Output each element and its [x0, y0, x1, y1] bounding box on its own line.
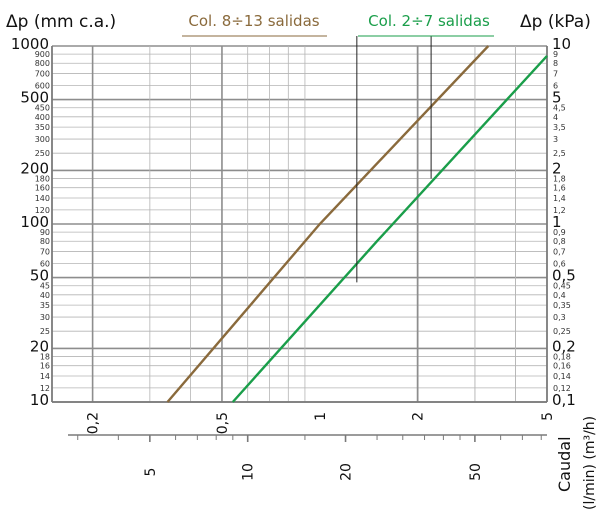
left-tick-label-minor: 250: [35, 149, 50, 158]
right-tick-label-minor: 4,5: [553, 104, 566, 113]
right-tick-label-major: 0,1: [552, 391, 576, 409]
right-tick-label-minor: 0,16: [553, 362, 571, 371]
right-tick-label-minor: 0,18: [553, 353, 571, 362]
plot-frame: [51, 46, 548, 403]
right-tick-label-minor: 0,4: [553, 291, 566, 300]
right-tick-label-minor: 2,5: [553, 149, 566, 158]
left-tick-label-minor: 800: [35, 59, 50, 68]
right-axis: 10 5 2 1 0,5 0,2 0,1 98 7 6 4,543,5 3 2,5 1,81,61,4 1,…: [552, 35, 576, 409]
bottom-axes: 0,2 0,5 1 2 5 5 10 20 50: [68, 412, 556, 481]
left-tick-label-minor: 700: [35, 70, 50, 79]
left-tick-label-minor: 14: [40, 372, 50, 381]
right-tick-label-minor: 4: [553, 113, 558, 122]
x-axis-title: Caudal: [555, 436, 574, 492]
right-tick-label-minor: 1,6: [553, 184, 566, 193]
left-tick-label-minor: 40: [40, 291, 50, 300]
series-lines: [166, 45, 548, 403]
right-tick-label-major: 1: [552, 213, 562, 231]
annotations: [356, 36, 432, 283]
x-tick-label-m3h: 5: [540, 412, 556, 421]
left-tick-label-major: 200: [20, 159, 49, 177]
right-tick-label-minor: 1,4: [553, 194, 566, 203]
left-tick-label-minor: 600: [35, 81, 50, 90]
left-tick-label-minor: 16: [40, 362, 50, 371]
right-tick-label-minor: 0,12: [553, 384, 571, 393]
right-tick-label-minor: 6: [553, 81, 558, 90]
x-tick-label-m3h: 0,2: [86, 412, 102, 434]
right-tick-label-minor: 0,9: [553, 228, 566, 237]
x-tick-label-lmin: 50: [468, 463, 484, 481]
left-tick-label-minor: 400: [35, 113, 50, 122]
left-tick-label-minor: 300: [35, 135, 50, 144]
right-tick-label-minor: 7: [553, 70, 558, 79]
series-line-1: [231, 55, 548, 403]
left-tick-label-major: 100: [20, 213, 49, 231]
right-tick-label-major: 2: [552, 159, 562, 177]
right-tick-label-minor: 1,8: [553, 175, 566, 184]
left-tick-label-minor: 70: [40, 248, 50, 257]
right-tick-label-minor: 3,5: [553, 123, 566, 132]
right-tick-label-minor: 0,45: [553, 282, 571, 291]
series-line-0: [166, 45, 490, 403]
right-tick-label-major: 0,5: [552, 267, 576, 285]
left-tick-label-minor: 80: [40, 237, 50, 246]
x-tick-label-lmin: 20: [339, 463, 355, 481]
x-tick-label-lmin: 5: [143, 468, 159, 477]
right-axis-title: Δp (kPa): [520, 12, 591, 32]
left-tick-label-minor: 140: [35, 194, 50, 203]
left-tick-label-major: 1000: [11, 35, 49, 53]
right-tick-label-minor: 0,8: [553, 237, 566, 246]
left-tick-label-minor: 120: [35, 206, 50, 215]
right-tick-label-minor: 8: [553, 59, 558, 68]
left-tick-label-minor: 90: [40, 228, 50, 237]
right-tick-label-minor: 0,3: [553, 313, 566, 322]
left-tick-label-major: 20: [30, 337, 49, 355]
grid: [52, 45, 547, 403]
right-tick-label-minor: 0,25: [553, 327, 571, 336]
left-axis-title: Δp (mm c.a.): [6, 12, 116, 32]
left-tick-label-major: 10: [30, 391, 49, 409]
right-tick-label-minor: 3: [553, 135, 558, 144]
legend-label-col-2-7: Col. 2÷7 salidas: [368, 12, 490, 30]
left-tick-label-minor: 180: [35, 175, 50, 184]
right-tick-label-minor: 0,35: [553, 301, 571, 310]
left-tick-label-minor: 12: [40, 384, 50, 393]
left-tick-label-minor: 900: [35, 50, 50, 59]
left-tick-label-minor: 30: [40, 313, 50, 322]
right-tick-label-minor: 0,6: [553, 259, 566, 268]
left-tick-label-minor: 45: [40, 282, 50, 291]
legend-label-col-8-13: Col. 8÷13 salidas: [188, 12, 319, 30]
left-tick-label-major: 50: [30, 267, 49, 285]
right-tick-label-minor: 1,2: [553, 206, 566, 215]
left-tick-label-major: 500: [20, 89, 49, 107]
right-tick-label-minor: 9: [553, 50, 558, 59]
left-tick-label-minor: 160: [35, 184, 50, 193]
right-tick-label-minor: 0,14: [553, 372, 571, 381]
left-tick-label-minor: 450: [35, 104, 50, 113]
left-tick-label-minor: 18: [40, 353, 50, 362]
right-tick-label-major: 10: [552, 35, 571, 53]
left-tick-label-minor: 35: [40, 301, 50, 310]
x-tick-label-m3h: 0,5: [215, 412, 231, 434]
x-tick-label-m3h: 1: [313, 412, 329, 421]
x-tick-label-m3h: 2: [411, 412, 427, 421]
right-tick-label-major: 5: [552, 89, 562, 107]
left-tick-label-minor: 350: [35, 123, 50, 132]
x-axis-units: (l/min) (m³/h): [582, 416, 598, 510]
x-tick-label-lmin: 10: [241, 463, 257, 481]
left-tick-label-minor: 25: [40, 327, 50, 336]
left-tick-label-minor: 60: [40, 259, 50, 268]
right-tick-label-minor: 0,7: [553, 248, 566, 257]
right-tick-label-major: 0,2: [552, 337, 576, 355]
